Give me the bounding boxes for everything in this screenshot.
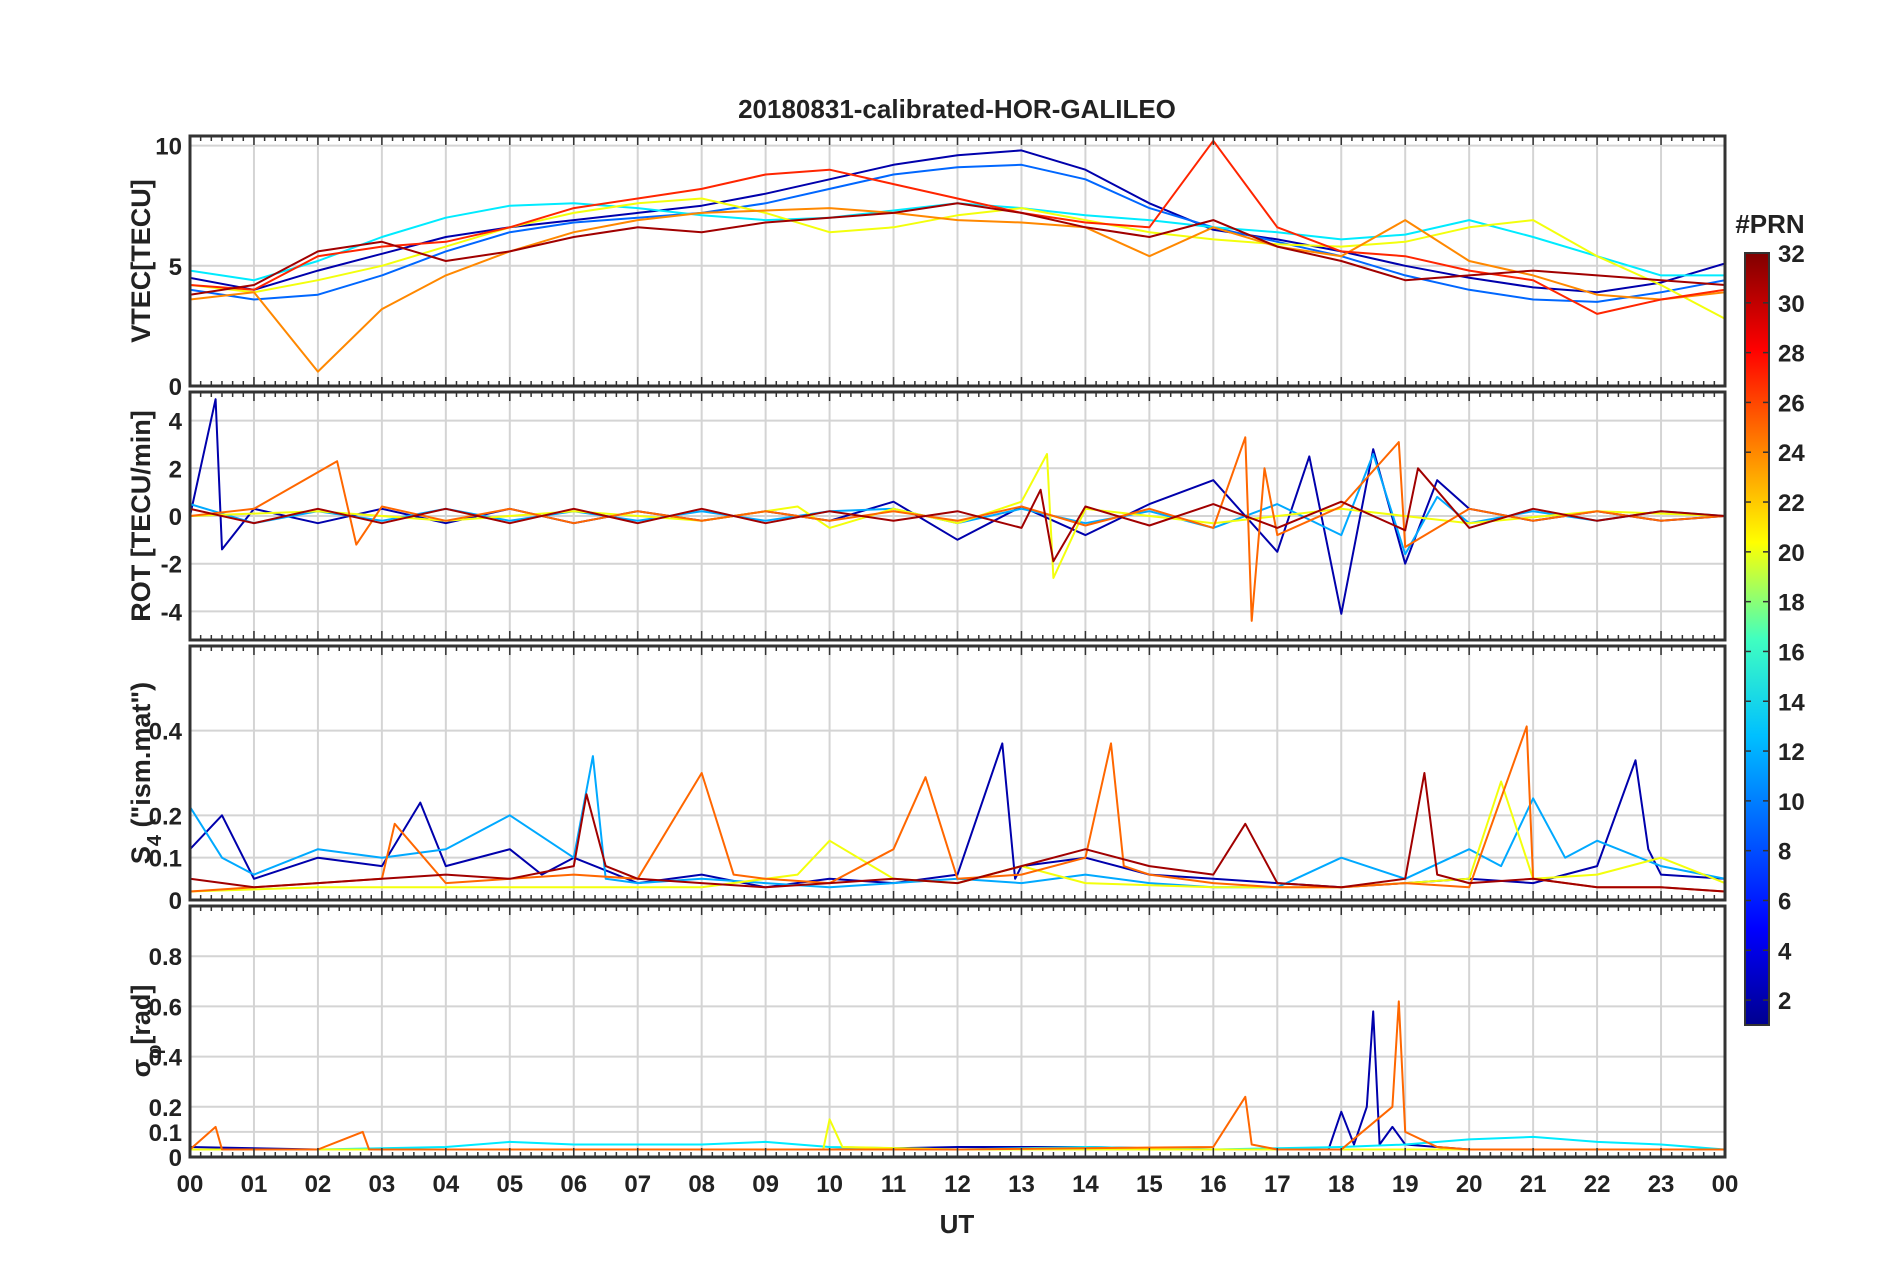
x-tick-label: 11 [881,1171,906,1198]
series-group [190,725,1725,893]
panel-VTEC: 0 5 10 VTEC[TECU] [126,134,1727,401]
y-tick-label: 0.8 [149,944,182,971]
y-tick-label: 5 [169,254,182,281]
y-tick-label: 0 [169,888,182,915]
series-prn-27 [190,139,1725,315]
y-tick-label: 0 [169,1145,182,1172]
y-axis-label: S4 ("ism.mat") [126,682,166,864]
x-tick-label: 06 [560,1171,587,1198]
x-tick-label: 05 [496,1171,523,1198]
x-tick-label: 21 [1520,1171,1547,1198]
colorbar-tick-label: 12 [1778,739,1805,766]
y-axis-label: σφ[rad] [126,985,166,1078]
colorbar-tick-label: 18 [1778,590,1805,617]
x-tick-label: 00 [1712,1171,1739,1198]
x-tick-label: 14 [1072,1171,1099,1198]
x-tick-label: 02 [305,1171,332,1198]
y-tick-label: 0.6 [149,994,182,1021]
colorbar-tick-label: 4 [1778,938,1792,965]
series-prn-8 [190,163,1725,303]
x-tick-label: 00 [177,1171,204,1198]
colorbar-tick-label: 32 [1778,241,1805,268]
y-axis-label: VTEC[TECU] [126,179,156,343]
colorbar-tick-label: 26 [1778,390,1805,417]
colorbar-tick-label: 6 [1778,888,1791,915]
x-tick-label: 10 [816,1171,843,1198]
series-group [190,398,1725,622]
axes-frame [188,390,1727,642]
y-tick-label: 2 [169,456,182,483]
series-prn-2 [190,742,1725,889]
colorbar-tick-label: 28 [1778,341,1805,368]
y-tick-label: 0 [169,374,182,401]
minor-ticks [189,392,1726,640]
colorbar-tick-label: 22 [1778,490,1805,517]
x-tick-labels: 00 01 02 03 04 05 06 07 08 09 10 11 12 13 14 15 16 17 18 19… [177,1171,1739,1198]
y-tick-label: 0.2 [149,1095,182,1122]
y-tick-label: 0.4 [149,719,183,746]
series-prn-25 [190,1000,1725,1151]
y-tick-label: -2 [161,552,182,579]
panel-ROT: -4 -2 0 2 4 ROT [TECU/min] [126,390,1727,642]
x-tick-label: 18 [1328,1171,1355,1198]
x-tick-label: 07 [624,1171,651,1198]
series-prn-2 [190,149,1725,294]
y-tick-label: 4 [169,409,183,436]
colorbar-tick-label: 10 [1778,789,1805,816]
x-axis-label: UT [940,1209,975,1239]
y-tick-label: 0.1 [149,1120,182,1147]
axes-frame [188,644,1727,902]
y-tick-label: 10 [155,134,182,161]
colorbar-tick-label: 2 [1778,988,1791,1015]
x-tick-label: 23 [1648,1171,1675,1198]
y-tick-label: 0.1 [149,846,182,873]
axes-frame [188,134,1727,388]
x-tick-label: 09 [752,1171,779,1198]
x-tick-label: 15 [1136,1171,1163,1198]
y-tick-label: 0.2 [149,803,182,830]
x-tick-label: 22 [1584,1171,1611,1198]
series-prn-20 [190,197,1725,320]
x-tick-label: 08 [688,1171,715,1198]
series-prn-25 [190,725,1725,893]
x-tick-label: 01 [241,1171,268,1198]
series-prn-25 [190,436,1725,622]
x-tick-label: 16 [1200,1171,1227,1198]
axes-frame [188,904,1727,1159]
panel-sigma_phi: 00.10.2 0.4 0.6 0.8 σφ[rad] [126,904,1727,1172]
series-prn-24 [190,207,1725,373]
series-prn-31 [190,467,1725,563]
x-tick-label: 20 [1456,1171,1483,1198]
colorbar-title: #PRN [1735,209,1804,239]
series-prn-31 [190,202,1725,296]
panel-S4: 0 0.1 0.2 0.4S4 ("ism.mat") [126,644,1727,915]
x-tick-label: 13 [1008,1171,1035,1198]
x-tick-label: 19 [1392,1171,1419,1198]
series-group [190,139,1725,373]
y-tick-label: -4 [161,599,183,626]
colorbar-tick-label: 16 [1778,639,1805,666]
colorbar-tick-label: 8 [1778,839,1791,866]
colorbar-tick-label: 20 [1778,540,1805,567]
y-axis-label: ROT [TECU/min] [126,410,156,621]
series-prn-2 [190,398,1725,615]
colorbar-tick-label: 30 [1778,291,1805,318]
x-tick-label: 03 [369,1171,396,1198]
y-tick-label: 0.4 [149,1045,183,1072]
x-tick-label: 04 [432,1171,459,1198]
colorbar-gradient [1744,252,1770,1026]
x-tick-label: 17 [1264,1171,1291,1198]
chart-title: 20180831-calibrated-HOR-GALILEO [738,94,1176,124]
colorbar-tick-label: 24 [1778,440,1805,467]
colorbar-tick-label: 14 [1778,689,1805,716]
x-tick-label: 12 [944,1171,971,1198]
y-tick-label: 0 [169,504,182,531]
series-prn-31 [190,772,1725,893]
